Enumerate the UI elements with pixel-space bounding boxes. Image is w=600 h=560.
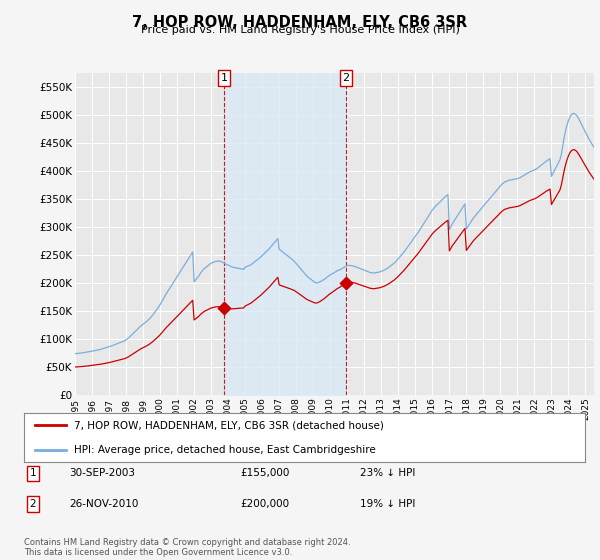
Text: HPI: Average price, detached house, East Cambridgeshire: HPI: Average price, detached house, East… <box>74 445 376 455</box>
Text: 2: 2 <box>343 73 349 83</box>
Text: 19% ↓ HPI: 19% ↓ HPI <box>360 499 415 509</box>
Text: 1: 1 <box>220 73 227 83</box>
Text: 30-SEP-2003: 30-SEP-2003 <box>69 468 135 478</box>
Point <box>219 304 229 312</box>
Text: 26-NOV-2010: 26-NOV-2010 <box>69 499 139 509</box>
Text: 7, HOP ROW, HADDENHAM, ELY, CB6 3SR: 7, HOP ROW, HADDENHAM, ELY, CB6 3SR <box>133 15 467 30</box>
Text: 7, HOP ROW, HADDENHAM, ELY, CB6 3SR (detached house): 7, HOP ROW, HADDENHAM, ELY, CB6 3SR (det… <box>74 420 385 430</box>
Text: £155,000: £155,000 <box>240 468 289 478</box>
Text: Price paid vs. HM Land Registry's House Price Index (HPI): Price paid vs. HM Land Registry's House … <box>140 25 460 35</box>
Text: £200,000: £200,000 <box>240 499 289 509</box>
Point <box>341 278 351 287</box>
Text: 23% ↓ HPI: 23% ↓ HPI <box>360 468 415 478</box>
Text: Contains HM Land Registry data © Crown copyright and database right 2024.
This d: Contains HM Land Registry data © Crown c… <box>24 538 350 557</box>
Text: 1: 1 <box>29 468 37 478</box>
Text: 2: 2 <box>29 499 37 509</box>
